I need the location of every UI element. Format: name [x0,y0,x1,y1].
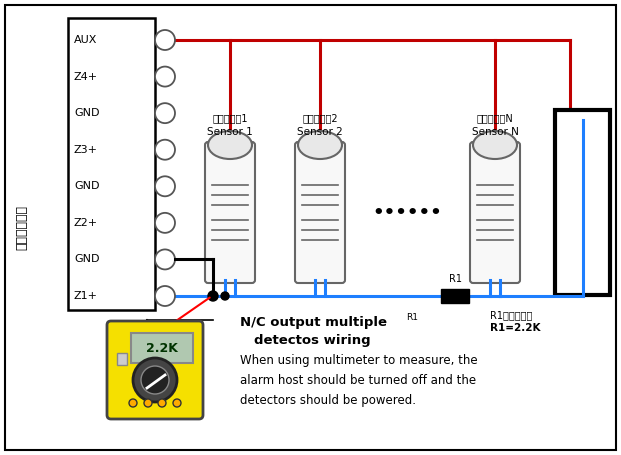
Text: R1: R1 [406,313,418,322]
Circle shape [173,399,181,407]
Text: ••••••: •••••• [373,203,442,222]
FancyBboxPatch shape [205,142,255,283]
Circle shape [133,358,177,402]
Ellipse shape [208,131,252,159]
Text: Sensor N: Sensor N [471,127,519,137]
Bar [117,353,127,365]
Text: Z4+: Z4+ [74,71,98,81]
Text: GND: GND [74,181,99,191]
Text: GND: GND [74,254,99,264]
Bar [68,18,155,310]
Ellipse shape [473,131,517,159]
Text: detectos wiring: detectos wiring [254,334,371,347]
Circle shape [144,399,152,407]
Text: R1=2.2K: R1=2.2K [490,323,540,333]
Text: R1: R1 [448,274,461,284]
Circle shape [155,103,175,123]
Text: 有线探测器1: 有线探测器1 [212,113,248,123]
Circle shape [129,399,137,407]
Text: GND: GND [74,108,99,118]
Bar [441,289,469,303]
FancyBboxPatch shape [107,321,203,419]
Text: 2.2K: 2.2K [146,342,178,354]
Circle shape [221,292,229,300]
Text: Sensor 2: Sensor 2 [297,127,343,137]
Text: N/C output multiple: N/C output multiple [240,316,387,329]
Circle shape [155,213,175,233]
Text: Z3+: Z3+ [74,145,98,155]
Text: R1是线尾电阵: R1是线尾电阵 [490,310,532,320]
FancyBboxPatch shape [470,142,520,283]
Text: Z1+: Z1+ [74,291,98,301]
Text: alarm host should be turned off and the: alarm host should be turned off and the [240,374,476,387]
Circle shape [155,249,175,269]
Text: Z2+: Z2+ [74,218,98,228]
Text: Sensor 1: Sensor 1 [207,127,253,137]
Circle shape [155,286,175,306]
Bar [555,110,610,295]
Bar [131,333,193,363]
Text: 有线探测器N: 有线探测器N [477,113,514,123]
Circle shape [155,66,175,86]
Text: 有线探测器2: 有线探测器2 [302,113,338,123]
Ellipse shape [298,131,342,159]
Circle shape [208,291,218,301]
Circle shape [155,176,175,196]
Circle shape [141,366,169,394]
Text: AUX: AUX [74,35,97,45]
Circle shape [155,140,175,160]
Text: 防盗报警主机: 防盗报警主机 [16,206,29,251]
Circle shape [158,399,166,407]
Text: When using multimeter to measure, the: When using multimeter to measure, the [240,354,478,367]
FancyBboxPatch shape [295,142,345,283]
Text: detectors should be powered.: detectors should be powered. [240,394,416,407]
Circle shape [155,30,175,50]
